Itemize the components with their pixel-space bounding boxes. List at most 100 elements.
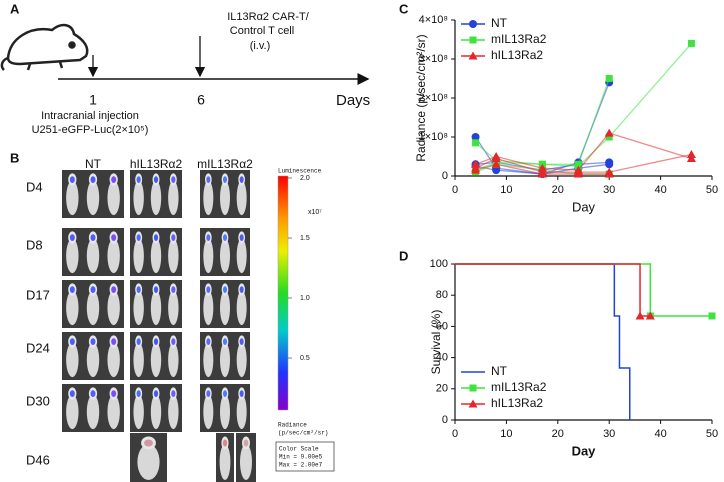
row-label: D17 [26, 287, 50, 302]
legend-label: hIL13Ra2 [491, 396, 543, 410]
mouse-silhouette [240, 444, 252, 480]
signal-spot [111, 390, 117, 397]
mouse-silhouette [203, 238, 214, 274]
y-axis-label: Radiance (p/sec/cm²/sr) [414, 34, 428, 161]
signal-spot [171, 338, 176, 345]
x-tick-label: 30 [603, 184, 615, 196]
event-day: 6 [197, 92, 205, 108]
signal-spot [90, 234, 96, 241]
legend-marker [469, 20, 477, 28]
mouse-silhouette [107, 394, 120, 430]
signal-spot [144, 439, 153, 447]
days-label: Days [336, 92, 370, 109]
signal-spot [136, 176, 141, 183]
y-tick-label: 0 [442, 170, 448, 182]
mouse-silhouette [86, 290, 100, 326]
point-marker [472, 139, 480, 147]
signal-spot [171, 234, 176, 241]
mouse-silhouette [66, 342, 79, 378]
legend-marker [469, 36, 477, 44]
mouse-silhouette [133, 394, 144, 430]
point-marker [491, 153, 501, 162]
x-tick-label: 30 [603, 428, 615, 440]
mouse-silhouette [107, 180, 120, 216]
row-label: D24 [26, 340, 50, 355]
column-header: hIL13Rα2 [130, 157, 183, 171]
mouse-silhouette [86, 394, 100, 430]
event-text: IL13Rα2 CAR-T/ [227, 11, 309, 23]
event-text: Control T cell [230, 25, 294, 37]
signal-spot [206, 286, 211, 293]
mouse-silhouette [203, 394, 214, 430]
mouse-silhouette [107, 290, 120, 326]
legend-label: NT [491, 16, 508, 30]
x-tick-label: 40 [654, 428, 666, 440]
legend-label: mIL13Ra2 [491, 32, 547, 46]
mouse-silhouette [86, 238, 100, 274]
x-tick-label: 0 [452, 428, 458, 440]
series-line [475, 78, 610, 165]
point-marker [635, 311, 645, 320]
point-marker [537, 169, 547, 178]
point-marker [492, 166, 501, 175]
signal-spot [239, 234, 244, 241]
mouse-silhouette [107, 342, 120, 378]
survival-step [455, 263, 651, 317]
y-tick-label: 60 [436, 320, 448, 332]
mouse-silhouette [203, 290, 214, 326]
mouse-silhouette [137, 444, 160, 480]
point-marker [686, 150, 696, 159]
event-day: 1 [89, 92, 97, 108]
x-tick-label: 40 [654, 184, 666, 196]
x-tick-label: 0 [452, 184, 458, 196]
mouse-silhouette [168, 394, 179, 430]
x-tick-label: 20 [552, 428, 564, 440]
signal-spot [69, 176, 75, 183]
point-marker [708, 312, 716, 320]
legend-marker [468, 399, 478, 408]
scale-text: Max = 2.00e7 [279, 462, 323, 469]
panel-label: A [10, 1, 20, 16]
mouse-silhouette [220, 290, 230, 326]
mouse-silhouette [220, 342, 230, 378]
signal-spot [239, 176, 244, 183]
signal-spot [111, 338, 117, 345]
survival-step [455, 263, 712, 317]
mouse-silhouette [168, 238, 179, 274]
mouse-silhouette [150, 238, 162, 274]
point-marker [687, 39, 695, 47]
signal-spot [206, 390, 211, 397]
y-tick-label: 40 [436, 352, 448, 364]
mouse-silhouette [133, 342, 144, 378]
series-line [475, 132, 692, 171]
signal-spot [206, 176, 211, 183]
signal-spot [153, 338, 159, 345]
mouse-silhouette [133, 238, 144, 274]
point-marker [605, 75, 613, 82]
legend-marker [469, 384, 477, 392]
signal-spot [69, 338, 75, 345]
point-marker [573, 169, 583, 178]
y-tick-label: 2×10⁸ [419, 92, 448, 104]
mouse-silhouette [203, 342, 214, 378]
y-tick-label: 3×10⁸ [419, 53, 448, 65]
event-text: Intracranial injection [41, 110, 139, 122]
y-tick-label: 1×10⁸ [419, 131, 448, 143]
mouse-silhouette [203, 180, 214, 216]
signal-spot [239, 390, 244, 397]
x-axis-label: Day [572, 199, 596, 214]
legend-label: NT [491, 364, 508, 378]
signal-spot [111, 234, 117, 241]
mouse-silhouette [150, 180, 162, 216]
colorbar-tick-label: 2.0 [300, 175, 310, 182]
mouse-silhouette [133, 180, 144, 216]
signal-spot [153, 390, 159, 397]
mouse-silhouette [168, 342, 179, 378]
mouse-silhouette [150, 290, 162, 326]
signal-spot [90, 176, 96, 183]
panel-label: D [399, 248, 408, 263]
mouse-silhouette [168, 290, 179, 326]
mouse-silhouette [219, 444, 231, 480]
radiance-label: (p/sec/cm²/sr) [278, 430, 328, 437]
